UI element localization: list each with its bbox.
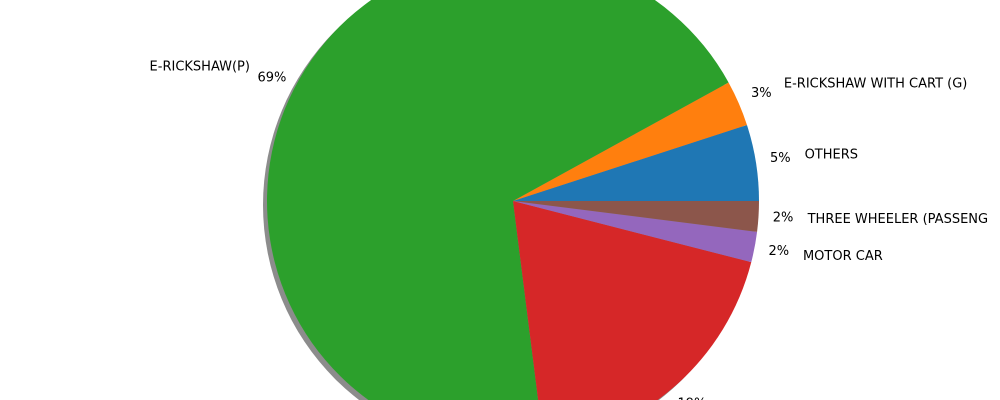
percent-label: 2% xyxy=(768,244,789,259)
pie-slice xyxy=(513,201,752,400)
pie-slice xyxy=(513,201,758,263)
pie-slice xyxy=(513,82,747,201)
percent-label: 19% xyxy=(677,396,706,400)
slice-label: MOTOR CAR xyxy=(803,249,883,264)
slice-label: E-RICKSHAW WITH CART (G) xyxy=(784,76,967,91)
percent-label: 2% xyxy=(773,210,794,225)
pie-slice xyxy=(513,124,759,201)
percent-label: 5% xyxy=(770,151,791,166)
slice-label: E-RICKSHAW(P) xyxy=(150,59,250,74)
slice-label: OTHERS xyxy=(805,147,858,162)
slice-label: THREE WHEELER (PASSENG xyxy=(807,212,988,227)
pie-slice xyxy=(513,201,759,232)
percent-label: 69% xyxy=(257,71,286,86)
pie-slice xyxy=(267,0,729,400)
percent-label: 3% xyxy=(751,86,772,101)
